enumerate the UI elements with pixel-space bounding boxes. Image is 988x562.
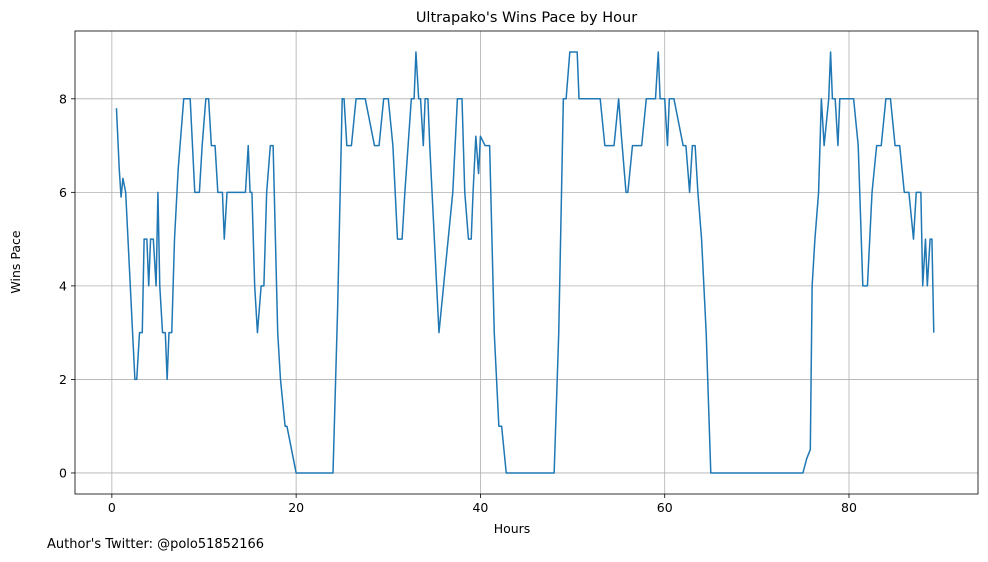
axis-ticks: 0 20 40 60 80 0 2 4 6 8 — [59, 91, 857, 515]
y-tick-label: 6 — [59, 185, 67, 200]
y-tick-label: 4 — [59, 278, 67, 293]
grid-lines — [75, 31, 978, 494]
wins-pace-series-line — [115, 51, 935, 474]
x-tick-label: 40 — [472, 500, 488, 515]
x-axis-label: Hours — [494, 521, 531, 536]
y-tick-label: 0 — [59, 465, 67, 480]
y-tick-label: 2 — [59, 372, 67, 387]
x-tick-label: 20 — [288, 500, 304, 515]
author-twitter-footer: Author's Twitter: @polo51852166 — [47, 537, 265, 552]
y-axis-label: Wins Pace — [8, 230, 23, 293]
axes-frame — [74, 30, 979, 495]
y-tick-label: 8 — [59, 91, 67, 106]
chart-title: Ultrapako's Wins Pace by Hour — [416, 10, 637, 26]
x-tick-label: 60 — [657, 500, 673, 515]
x-tick-label: 80 — [841, 500, 857, 515]
x-tick-label: 0 — [108, 500, 116, 515]
